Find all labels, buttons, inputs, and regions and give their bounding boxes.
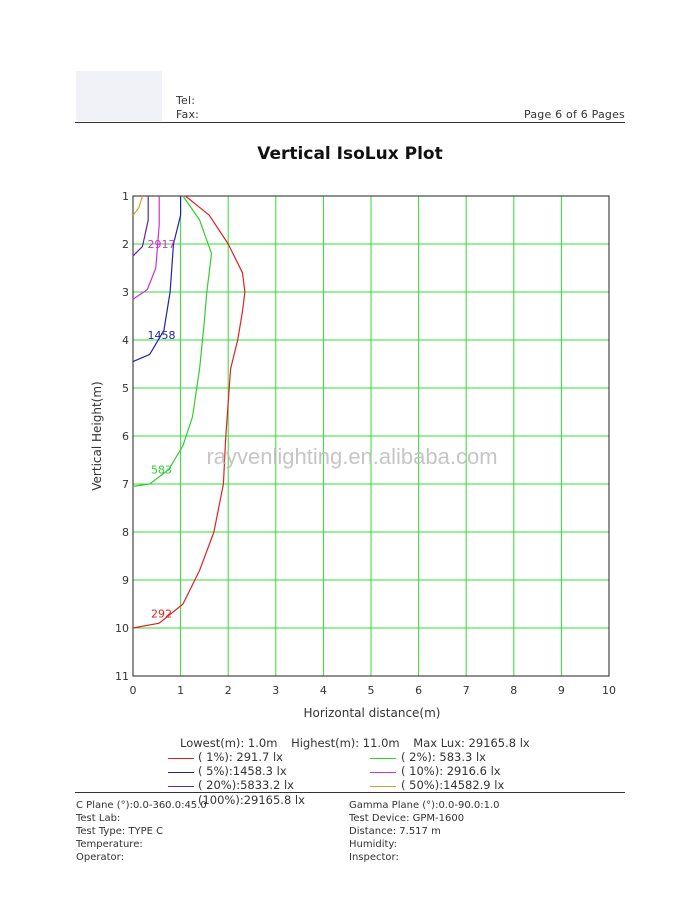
contour-label-0: 292 [151, 608, 172, 621]
axis-layer: 0 1 2 3 4 5 6 7 8 9 10 1 2 3 4 5 6 7 8 9 10 11 [115, 190, 616, 697]
y-tick-label: 8 [122, 526, 129, 539]
test-device-info: Test Device: GPM-1600 [349, 813, 465, 824]
x-tick-label: 10 [602, 684, 616, 697]
x-tick-label: 0 [130, 684, 137, 697]
legend-item-100pct: (100%):29165.8 lx [198, 793, 305, 807]
highest-value: Highest(m): 11.0m [291, 736, 400, 750]
y-tick-label: 1 [122, 190, 129, 203]
watermark: rayvenlighting.en.alibaba.com [206, 444, 497, 469]
isolux-contour-4 [132, 196, 149, 257]
y-tick-label: 4 [122, 334, 129, 347]
grid-layer [133, 196, 609, 676]
legend-item-1pct: ( 1%): 291.7 lx [198, 750, 283, 764]
tel-label: Tel: [176, 94, 196, 107]
x-tick-label: 6 [415, 684, 422, 697]
x-tick-label: 9 [558, 684, 565, 697]
temperature-info: Temperature: [76, 839, 143, 850]
legend-swatch-10pct [370, 772, 396, 773]
legend-swatch-50pct [370, 786, 396, 787]
plot-frame [132, 195, 610, 677]
x-tick-label: 2 [225, 684, 232, 697]
x-tick-label: 3 [272, 684, 279, 697]
isolux-contour-5 [132, 195, 144, 216]
humidity-info: Humidity: [349, 839, 397, 850]
y-tick-label: 7 [122, 478, 129, 491]
lowest-value: Lowest(m): 1.0m [180, 736, 278, 750]
x-tick-label: 7 [463, 684, 470, 697]
header-divider [75, 122, 625, 123]
contour-label-2: 1458 [148, 329, 176, 342]
legend-item-20pct: ( 20%):5833.2 lx [198, 778, 294, 792]
isolux-contour-0 [132, 195, 246, 629]
test-type-info: Test Type: TYPE C [76, 826, 164, 837]
legend-item-2pct: ( 2%): 583.3 lx [401, 750, 486, 764]
legend-swatch-5pct [168, 772, 194, 773]
series-layer: 292 583 1458 2917 [132, 195, 246, 629]
y-tick-label: 11 [115, 670, 129, 683]
test-lab-info: Test Lab: [76, 813, 121, 824]
y-tick-label: 10 [115, 622, 129, 635]
x-axis-label: Horizontal distance(m) [304, 706, 441, 720]
page-info: Page 6 of 6 Pages [524, 108, 625, 121]
inspector-info: Inspector: [349, 852, 399, 863]
y-tick-label: 6 [122, 430, 129, 443]
distance-info: Distance: 7.517 m [349, 826, 441, 837]
y-tick-label: 5 [122, 382, 129, 395]
y-tick-label: 9 [122, 574, 129, 587]
x-tick-label: 4 [320, 684, 327, 697]
legend-swatch-1pct [168, 758, 194, 759]
gamma-plane-info: Gamma Plane (°):0.0-90.0:1.0 [349, 800, 500, 811]
legend-item-10pct: ( 10%): 2916.6 lx [401, 764, 501, 778]
isolux-contour-3 [132, 196, 160, 300]
legend-swatch-2pct [370, 758, 396, 759]
plot-title: Vertical IsoLux Plot [257, 144, 443, 164]
operator-info: Operator: [76, 852, 124, 863]
contour-label-1: 583 [151, 464, 172, 477]
x-tick-label: 1 [177, 684, 184, 697]
c-plane-info: C Plane (°):0.0-360.0:45.0 [76, 800, 207, 811]
y-axis-label: Vertical Height(m) [90, 381, 104, 490]
y-tick-label: 3 [122, 286, 129, 299]
x-tick-label: 5 [368, 684, 375, 697]
legend-swatch-20pct [168, 786, 194, 787]
y-tick-label: 2 [122, 238, 129, 251]
stats-line: Lowest(m): 1.0m Highest(m): 11.0m Max Lu… [180, 736, 540, 750]
max-lux-value: Max Lux: 29165.8 lx [413, 736, 530, 750]
isolux-contour-1 [132, 195, 213, 487]
x-tick-label: 8 [510, 684, 517, 697]
isolux-contour-2 [132, 196, 182, 363]
fax-label: Fax: [176, 108, 200, 121]
footer-divider [75, 792, 625, 793]
legend-item-5pct: ( 5%):1458.3 lx [198, 764, 287, 778]
contour-label-3: 2917 [148, 238, 176, 251]
company-logo-placeholder [76, 71, 162, 121]
legend-item-50pct: ( 50%):14582.9 lx [401, 778, 505, 792]
